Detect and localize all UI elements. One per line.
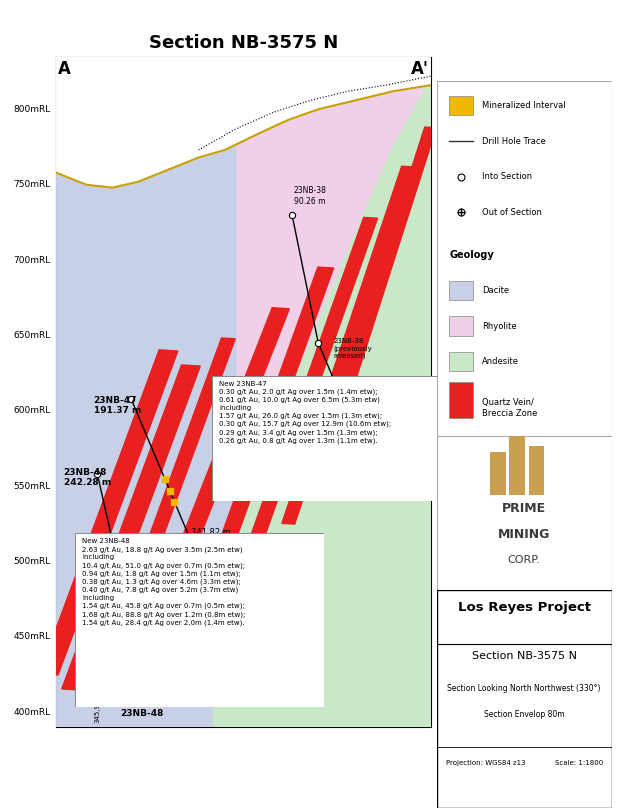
- Text: MINING: MINING: [498, 528, 550, 541]
- Text: 23NB-38
90.26 m: 23NB-38 90.26 m: [294, 187, 327, 206]
- Text: Into Section: Into Section: [482, 172, 532, 181]
- Text: 341.82 m
23NB-47: 341.82 m 23NB-47: [191, 528, 231, 548]
- Polygon shape: [190, 267, 334, 622]
- Polygon shape: [102, 338, 235, 667]
- Text: Rhyolite: Rhyolite: [482, 322, 517, 330]
- Text: 400mRL: 400mRL: [14, 708, 51, 717]
- Title: Section NB-3575 N: Section NB-3575 N: [149, 34, 338, 53]
- Text: Projection: WGS84 z13: Projection: WGS84 z13: [446, 760, 525, 766]
- FancyBboxPatch shape: [437, 81, 612, 436]
- Text: 23NB-48: 23NB-48: [120, 709, 163, 718]
- FancyBboxPatch shape: [437, 590, 612, 808]
- Polygon shape: [282, 166, 414, 524]
- Text: 450mRL: 450mRL: [14, 633, 51, 642]
- FancyBboxPatch shape: [212, 376, 437, 501]
- Text: Geology: Geology: [449, 250, 494, 260]
- Text: New 23NB-48
2.63 g/t Au, 18.8 g/t Ag over 3.5m (2.5m etw)
including
10.4 g/t Au,: New 23NB-48 2.63 g/t Au, 18.8 g/t Ag ove…: [82, 538, 246, 626]
- Bar: [449, 351, 474, 372]
- Polygon shape: [39, 350, 178, 675]
- Bar: [449, 382, 474, 418]
- Text: 600mRL: 600mRL: [13, 406, 51, 415]
- Bar: [449, 280, 474, 301]
- Text: 345,900mE: 345,900mE: [94, 683, 100, 722]
- Polygon shape: [137, 308, 290, 652]
- Text: Section NB-3575 N: Section NB-3575 N: [472, 651, 577, 661]
- Text: Mineralized Interval: Mineralized Interval: [482, 101, 566, 110]
- Polygon shape: [56, 57, 431, 187]
- Text: Drill Hole Trace: Drill Hole Trace: [482, 137, 546, 145]
- Text: Section Looking North Northwest (330°): Section Looking North Northwest (330°): [447, 684, 601, 692]
- Bar: [529, 445, 544, 494]
- Text: Dacite: Dacite: [482, 286, 509, 295]
- Text: A': A': [411, 60, 429, 78]
- Polygon shape: [56, 57, 431, 727]
- Text: Los Reyes Project: Los Reyes Project: [457, 601, 591, 614]
- Text: 550mRL: 550mRL: [13, 482, 51, 490]
- Text: 800mRL: 800mRL: [13, 105, 51, 114]
- Polygon shape: [56, 147, 236, 727]
- FancyBboxPatch shape: [437, 436, 612, 590]
- Text: 700mRL: 700mRL: [13, 255, 51, 264]
- Polygon shape: [236, 217, 378, 577]
- Polygon shape: [313, 127, 436, 479]
- Text: 500mRL: 500mRL: [13, 557, 51, 566]
- Text: Quartz Vein/
Breccia Zone: Quartz Vein/ Breccia Zone: [482, 398, 538, 418]
- FancyBboxPatch shape: [75, 533, 324, 707]
- Polygon shape: [213, 79, 431, 727]
- Text: 23NB-47
191.37 m: 23NB-47 191.37 m: [94, 396, 141, 415]
- Text: PRIME: PRIME: [502, 503, 546, 516]
- Text: A: A: [58, 60, 71, 78]
- Bar: [490, 452, 506, 494]
- Text: 750mRL: 750mRL: [13, 180, 51, 189]
- Text: 23NB-38
(previously
released): 23NB-38 (previously released): [333, 339, 372, 360]
- Text: Out of Section: Out of Section: [482, 208, 542, 217]
- Text: CORP.: CORP.: [508, 554, 540, 565]
- Text: 650mRL: 650mRL: [13, 330, 51, 340]
- Text: Section Envelop 80m: Section Envelop 80m: [484, 709, 565, 719]
- Bar: [509, 433, 525, 494]
- Text: Scale: 1:1800: Scale: 1:1800: [555, 760, 603, 766]
- Text: Andesite: Andesite: [482, 357, 519, 366]
- Text: 23NB-48
242.28 m: 23NB-48 242.28 m: [64, 468, 111, 487]
- Text: New 23NB-47
0.30 g/t Au, 2.0 g/t Ag over 1.5m (1.4m etw);
0.61 g/t Au, 10.0 g/t : New 23NB-47 0.30 g/t Au, 2.0 g/t Ag over…: [219, 381, 391, 444]
- Bar: [449, 316, 474, 336]
- Bar: [449, 96, 474, 116]
- Polygon shape: [62, 365, 200, 690]
